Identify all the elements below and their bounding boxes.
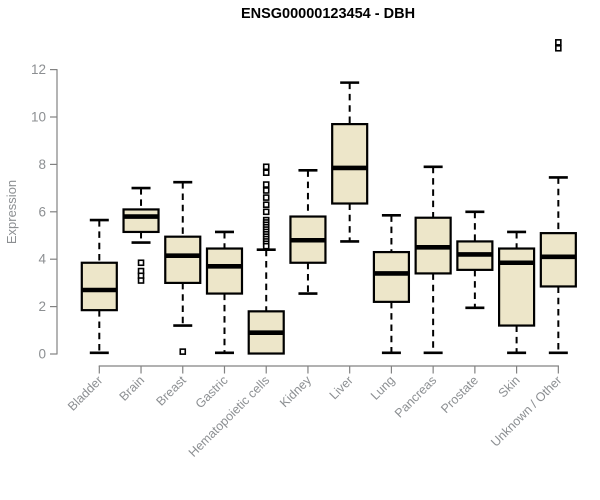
x-tick-label: Unknown / Other <box>488 373 564 449</box>
iqr-box <box>331 123 369 205</box>
iqr-box <box>539 232 577 288</box>
outlier-point <box>262 187 270 194</box>
y-tick-label: 6 <box>38 204 46 219</box>
y-tick-label: 10 <box>31 110 46 125</box>
y-tick-label: 4 <box>38 252 46 267</box>
boxplot-kidney <box>289 169 327 295</box>
iqr-box <box>80 261 118 312</box>
y-tick-label: 0 <box>38 347 46 362</box>
iqr-box <box>205 247 244 295</box>
y-tick-label: 8 <box>38 157 46 172</box>
outlier-point <box>262 201 270 208</box>
chart-title: ENSG00000123454 - DBH <box>240 6 416 22</box>
outlier-point <box>555 44 562 52</box>
outlier-point <box>262 163 270 171</box>
outlier-point <box>262 181 270 188</box>
iqr-box <box>372 250 411 303</box>
y-tick-label: 2 <box>38 299 46 314</box>
outlier-point <box>262 194 270 201</box>
iqr-box <box>164 235 202 284</box>
outlier-point <box>262 208 270 216</box>
boxplot-prostate <box>456 210 494 310</box>
outlier-point <box>262 169 270 176</box>
x-tick-label: Prostate <box>438 373 481 416</box>
boxplot-skin <box>498 230 536 355</box>
y-tick-label: 12 <box>31 62 46 77</box>
outlier-point <box>137 259 145 267</box>
x-tick-label: Hematopoietic cells <box>186 373 273 460</box>
x-tick-label: Kidney <box>277 373 314 410</box>
boxplot-pancreas <box>414 165 452 355</box>
outlier-point <box>262 242 270 250</box>
x-tick-label: Gastric <box>193 373 231 411</box>
boxplot-brain <box>122 186 160 284</box>
boxplot-gastric <box>205 230 244 355</box>
iqr-box <box>122 208 160 234</box>
boxplot-bladder <box>80 218 118 355</box>
outlier-point <box>555 39 562 46</box>
x-tick-label: Bladder <box>65 373 105 413</box>
boxplot-hematopoietic-cells <box>247 163 285 355</box>
iqr-box <box>498 247 536 327</box>
boxplot-liver <box>331 81 369 243</box>
x-tick-label: Skin <box>496 373 523 400</box>
boxplot-breast <box>164 180 202 355</box>
x-tick-label: Brain <box>117 373 148 404</box>
boxplot-lung <box>372 214 411 355</box>
x-tick-label: Pancreas <box>392 373 439 420</box>
x-tick-label: Breast <box>153 373 189 409</box>
outlier-point <box>137 277 145 284</box>
y-axis-title: Expression <box>4 180 19 244</box>
outlier-point <box>179 348 187 355</box>
boxplot-unknown-other <box>539 39 577 355</box>
x-tick-label: Lung <box>368 373 398 403</box>
x-tick-label: Liver <box>327 373 356 402</box>
